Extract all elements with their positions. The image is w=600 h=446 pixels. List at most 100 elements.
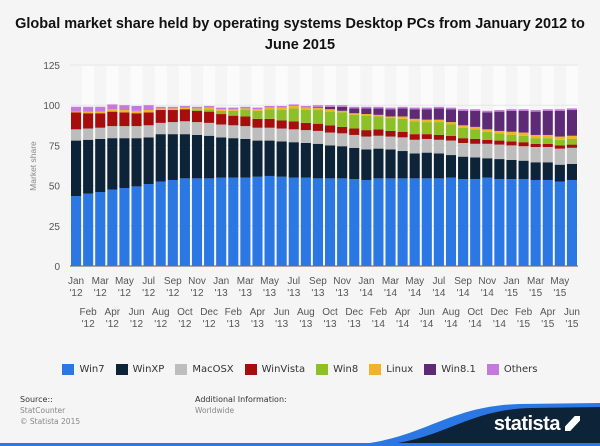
bar-segment-winxp [228, 138, 239, 178]
bar-segment-others [276, 106, 287, 108]
x-tick-label-month: Jan [358, 276, 374, 287]
bar-segment-winvista [191, 110, 203, 123]
x-tick-label-year: '13 [263, 288, 276, 299]
bar-segment-win8 [542, 138, 553, 144]
bar-segment-win7 [131, 186, 142, 266]
x-tick-label-month: Oct [467, 307, 483, 318]
bar-segment-others [361, 106, 372, 109]
x-tick-label-year: '13 [251, 319, 264, 330]
bar-segment-macosx [216, 124, 227, 138]
bar-segment-others [191, 106, 203, 109]
bar-segment-macosx [300, 130, 311, 143]
bar-segment-win7 [385, 178, 396, 266]
bar-segment-winvista [276, 120, 287, 129]
legend-item[interactable]: Others [486, 364, 538, 375]
bar-segment-win8 [240, 110, 251, 117]
info-label: Additional Information: [195, 395, 287, 404]
x-tick-label-month: Feb [80, 307, 98, 318]
bar-segment-win8 [373, 116, 384, 130]
y-tick-label: 100 [43, 101, 60, 112]
bar-segment-win8 [228, 110, 239, 116]
bar-segment-win7 [361, 179, 372, 266]
bar-segment-win7 [470, 179, 481, 266]
bar-segment-linux [554, 136, 565, 140]
bar-segment-win81 [325, 106, 336, 110]
x-tick-label-month: Aug [442, 307, 460, 318]
bar-segment-linux [361, 114, 372, 116]
bar-segment-macosx [482, 143, 493, 159]
bar-segment-linux [167, 108, 178, 111]
bar-segment-macosx [349, 134, 360, 148]
legend-label: MacOSX [192, 364, 234, 375]
bar-segment-linux [445, 122, 457, 125]
legend-item[interactable]: WinXP [115, 364, 164, 375]
bar-segment-macosx [83, 128, 94, 140]
bar-segment-others [83, 106, 94, 112]
bar-segment-win8 [494, 133, 505, 141]
x-tick-label-year: '15 [517, 319, 530, 330]
bar-segment-macosx [554, 148, 565, 165]
bar-segment-win81 [312, 106, 323, 108]
bar-segment-winxp [482, 158, 493, 178]
bar-segment-others [433, 106, 444, 109]
bar-segment-macosx [312, 130, 323, 144]
x-tick-label-year: '13 [287, 288, 300, 299]
bar-segment-macosx [409, 139, 420, 154]
x-tick-label-month: Jan [68, 276, 84, 287]
legend-item[interactable]: WinVista [244, 364, 306, 375]
bar-segment-winxp [155, 134, 166, 182]
legend-label: WinVista [261, 364, 306, 375]
bar-segment-others [155, 106, 166, 109]
x-tick-label-year: '14 [432, 288, 445, 299]
bar-segment-winxp [494, 159, 505, 180]
bar-segment-macosx [506, 145, 517, 160]
bar-segment-winvista [554, 145, 565, 149]
x-tick-label-year: '12 [190, 288, 203, 299]
bar-segment-win81 [566, 110, 577, 136]
bar-segment-win8 [518, 135, 529, 143]
bar-segment-others [349, 106, 360, 109]
bar-segment-win7 [542, 179, 553, 266]
bar-segment-win81 [409, 109, 420, 119]
legend-item[interactable]: Win8.1 [424, 364, 476, 375]
bar-segment-others [542, 109, 553, 111]
x-tick-label-month: Apr [250, 307, 266, 318]
bar-segment-macosx [288, 129, 299, 143]
legend-item[interactable]: Linux [369, 364, 413, 375]
bar-segment-others [421, 107, 432, 110]
bar-segment-others [554, 109, 565, 111]
bar-segment-win81 [373, 108, 384, 115]
bar-segment-linux [95, 111, 106, 114]
bar-segment-winvista [216, 114, 227, 125]
bar-segment-winxp [131, 138, 142, 187]
x-tick-label-year: '14 [396, 319, 409, 330]
bar-segment-winvista [179, 109, 190, 122]
bar-segment-win8 [530, 138, 541, 144]
bar-segment-win7 [554, 181, 565, 266]
bar-segment-others [445, 107, 457, 110]
legend-swatch [175, 364, 188, 375]
legend-item[interactable]: Win8 [316, 364, 358, 375]
bar-segment-win8 [458, 127, 469, 139]
bar-segment-linux [397, 116, 408, 119]
bar-segment-macosx [470, 143, 481, 158]
x-tick-label-month: Feb [225, 307, 243, 318]
brand-name: statista [493, 413, 561, 435]
bar-segment-others [228, 107, 239, 110]
source-block: Source:: StatCounter © Statista 2015 [20, 394, 80, 427]
bar-segment-winvista [71, 112, 82, 130]
bar-segment-winxp [276, 141, 287, 177]
bar-segment-win81 [337, 106, 348, 111]
bar-segment-winvista [542, 143, 553, 148]
bar-segment-win8 [276, 110, 287, 121]
bar-segment-linux [204, 107, 215, 110]
bar-segment-winxp [566, 163, 577, 180]
legend-item[interactable]: MacOSX [175, 364, 234, 375]
bar-segment-winvista [470, 138, 481, 144]
bar-segment-others [204, 106, 215, 108]
x-tick-label-year: '15 [553, 288, 566, 299]
legend-item[interactable]: Win7 [62, 364, 105, 375]
x-tick-label-month: Jul [433, 276, 446, 287]
bar-segment-win7 [409, 178, 420, 266]
bar-segment-win7 [325, 178, 336, 266]
